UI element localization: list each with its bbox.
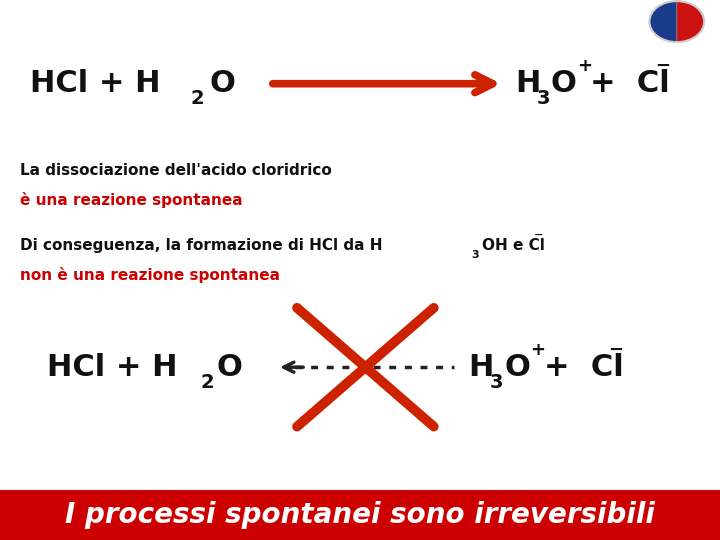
- Text: 3: 3: [490, 373, 503, 392]
- Text: −: −: [608, 341, 624, 359]
- Text: HCl + H: HCl + H: [47, 353, 177, 382]
- Text: +  Cl: + Cl: [544, 353, 624, 382]
- Text: O: O: [504, 353, 530, 382]
- Text: 3: 3: [472, 251, 480, 260]
- Text: O: O: [217, 353, 243, 382]
- Text: +: +: [530, 341, 545, 359]
- Text: +: +: [577, 57, 592, 76]
- Text: OH e Cl: OH e Cl: [482, 238, 544, 253]
- Text: 2: 2: [191, 89, 204, 109]
- Text: 3: 3: [536, 89, 550, 109]
- Text: −: −: [655, 57, 670, 76]
- Bar: [0, 490, 720, 540]
- Text: H: H: [515, 69, 540, 98]
- Text: è una reazione spontanea: è una reazione spontanea: [20, 192, 243, 208]
- Text: Di conseguenza, la formazione di HCl da H: Di conseguenza, la formazione di HCl da …: [20, 238, 382, 253]
- Text: La dissociazione dell'acido cloridrico: La dissociazione dell'acido cloridrico: [20, 163, 332, 178]
- Text: I processi spontanei sono irreversibili: I processi spontanei sono irreversibili: [65, 501, 655, 529]
- Wedge shape: [677, 1, 704, 42]
- Text: 2: 2: [200, 373, 214, 392]
- Text: O: O: [210, 69, 235, 98]
- Text: −: −: [534, 230, 544, 240]
- Text: O: O: [551, 69, 577, 98]
- Text: non è una reazione spontanea: non è una reazione spontanea: [20, 267, 280, 284]
- Text: HCl + H: HCl + H: [30, 69, 161, 98]
- Text: H: H: [468, 353, 493, 382]
- Text: +  Cl: + Cl: [590, 69, 670, 98]
- Wedge shape: [649, 1, 677, 42]
